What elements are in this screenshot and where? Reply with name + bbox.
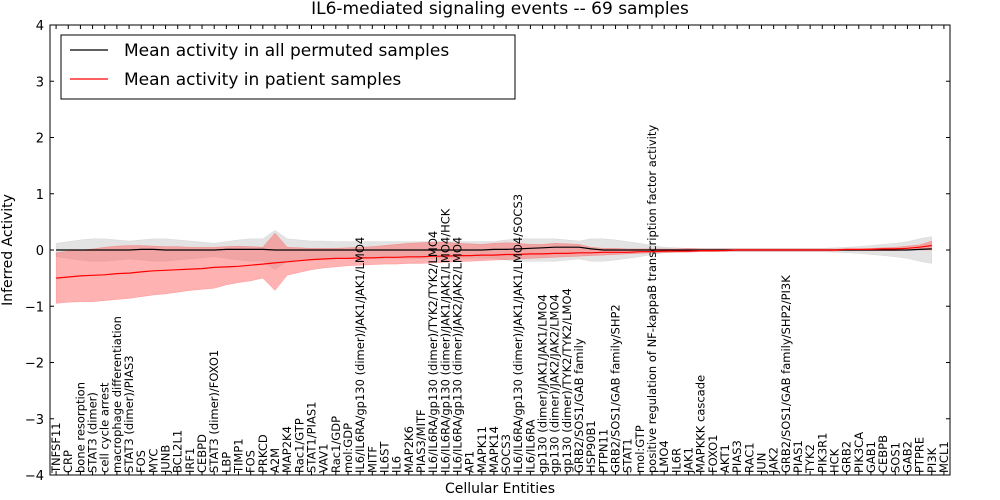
- x-tick-label: gp130 (dimer)/JAK2/JAK2/LMO4: [548, 294, 562, 473]
- x-tick-label: BCL2L1: [171, 430, 185, 473]
- x-tick-label: mol:GDP: [341, 423, 355, 473]
- x-tick-label: PIAS3: [730, 440, 744, 473]
- x-tick-label: PI3K: [925, 447, 939, 473]
- x-tick-label: STAT1/PIAS1: [305, 402, 319, 473]
- x-tick-label: gp130 (dimer)/TYK2/TYK2/LMO4: [560, 288, 574, 473]
- x-tick-label: AP1: [463, 451, 477, 473]
- x-tick-label: MAPKKK cascade: [694, 375, 708, 473]
- x-tick-label: GAB2: [900, 441, 914, 473]
- legend-entry-permuted: Mean activity in all permuted samples: [124, 41, 449, 61]
- x-tick-label: PIAS1: [791, 440, 805, 473]
- y-tick-label: −3: [25, 413, 44, 428]
- x-tick-label: GRB2: [840, 441, 854, 473]
- x-tick-label: gp130 (dimer)/JAK1/JAK1/LMO4: [536, 294, 550, 473]
- confidence-bands: [55, 229, 933, 304]
- chart-title: IL6-mediated signaling events -- 69 samp…: [311, 0, 689, 19]
- x-tick-label: GRB2/SOS1/GAB family: [572, 338, 586, 473]
- x-tick-label: FOS: [134, 450, 148, 473]
- y-axis: −4 −3 −2 −1 0 1 2 3 4: [25, 19, 950, 484]
- x-tick-label: IL6R: [669, 448, 683, 473]
- x-tick-label: VAV1: [317, 444, 331, 473]
- x-tick-label: Rac1/GTP: [292, 418, 306, 473]
- x-tick-label: PIK3CA: [852, 432, 866, 473]
- x-tick-label: CRP: [61, 450, 75, 473]
- x-tick-label: HSP90B1: [584, 420, 598, 473]
- x-tick-label: IL6/IL6RA/gp130 (dimer)/JAK1/JAK1/LMO4: [353, 237, 367, 473]
- x-tick-label: bone resorption: [73, 382, 87, 473]
- x-tick-label: TIMP1: [232, 438, 246, 474]
- x-tick-label: FOS: [244, 450, 258, 473]
- y-tick-label: 4: [36, 19, 44, 34]
- x-tick-label: MCL1: [937, 441, 951, 473]
- x-tick-label: A2M: [268, 448, 282, 473]
- x-tick-label: IL6/IL6RA/gp130 (dimer)/JAK2/JAK2/LMO4: [450, 237, 464, 473]
- x-tick-label: MITF: [365, 446, 379, 473]
- x-tick-label: MAPK14: [487, 426, 501, 473]
- x-tick-label: JUNB: [159, 445, 173, 474]
- x-tick-label: IL6/IL6RA/gp130 (dimer)/JAK1/JAK1/LMO4/H…: [438, 208, 452, 473]
- x-tick-label: TNFSF11: [49, 422, 63, 474]
- x-tick-label: IL6: [390, 456, 404, 473]
- x-tick-label: PTPRE: [913, 437, 927, 473]
- y-tick-label: 2: [36, 132, 44, 147]
- y-tick-label: −2: [25, 357, 44, 372]
- y-tick-label: −4: [25, 469, 44, 484]
- x-tick-label: PRKCD: [256, 434, 270, 473]
- x-tick-label: JAK1: [682, 447, 696, 474]
- series-lines: [56, 244, 932, 279]
- x-tick-label: MAP2K6: [402, 426, 416, 473]
- x-tick-label: STAT3 (dimer)/FOXO1: [207, 350, 221, 473]
- y-tick-label: −1: [25, 300, 44, 315]
- x-tick-label: IL6/IL6RA/gp130 (dimer)/TYK2/TYK2/LMO4: [426, 231, 440, 473]
- x-tick-label: TYK2: [803, 444, 817, 474]
- x-tick-label: MAPK11: [475, 426, 489, 473]
- x-tick-label: IL6/IL6RA: [523, 419, 537, 473]
- x-tick-label: STAT1: [621, 438, 635, 473]
- x-tick-label: MYC: [146, 449, 160, 473]
- y-tick-label: 3: [36, 75, 44, 90]
- x-tick-label: PIK3R1: [815, 433, 829, 474]
- x-tick-label: JUN: [755, 453, 769, 474]
- x-tick-label: AKT1: [718, 444, 732, 473]
- x-tick-label: RAC1: [742, 442, 756, 473]
- x-tick-label: JAK2: [767, 447, 781, 474]
- x-tick-label: SOS1: [888, 442, 902, 473]
- y-tick-label: 1: [36, 188, 44, 203]
- legend: Mean activity in all permuted samples Me…: [60, 34, 516, 100]
- x-tick-label: LBP: [219, 452, 233, 473]
- x-tick-label: IL6ST: [378, 441, 392, 473]
- x-tick-label: CEBPD: [195, 434, 209, 473]
- x-tick-label: MAP2K4: [280, 426, 294, 473]
- legend-entry-patient: Mean activity in patient samples: [124, 70, 401, 90]
- x-tick-label: IRF1: [183, 448, 197, 473]
- x-tick-label: IL6/IL6RA/gp130 (dimer)/JAK1/JAK1/LMO4/S…: [511, 194, 525, 473]
- x-tick-label: Rac1/GDP: [329, 416, 343, 473]
- x-tick-label: CEBPB: [876, 435, 890, 473]
- patient-mean-line: [56, 244, 932, 279]
- x-tick-label: positive regulation of NF-kappaB transcr…: [645, 125, 659, 473]
- x-tick-label: LMO4: [657, 440, 671, 473]
- x-tick-label: FOXO1: [706, 435, 720, 473]
- x-tick-label: STAT3 (dimer)/PIAS3: [122, 355, 136, 473]
- x-tick-label: GRB2/SOS1/GAB family/SHP2/PI3K: [779, 275, 793, 473]
- x-tick-label: cell cycle arrest: [98, 382, 112, 473]
- x-tick-label: HCK: [828, 448, 842, 473]
- y-axis-title: Inferred Activity: [0, 194, 16, 306]
- x-tick-label: mol:GTP: [633, 425, 647, 473]
- x-tick-label: PTPN11: [596, 429, 610, 473]
- x-tick-label: SOCS3: [499, 434, 513, 473]
- x-tick-label: PIAS3/MITF: [414, 409, 428, 473]
- y-tick-label: 0: [36, 244, 44, 259]
- x-tick-label: STAT3 (dimer): [86, 392, 100, 473]
- x-axis-title: Cellular Entities: [445, 481, 555, 497]
- legend-box: [60, 34, 516, 100]
- x-tick-label: GRB2/SOS1/GAB family/SHP2: [609, 304, 623, 473]
- x-tick-label: macrophage differentiation: [110, 316, 124, 473]
- x-tick-label: GAB1: [864, 441, 878, 473]
